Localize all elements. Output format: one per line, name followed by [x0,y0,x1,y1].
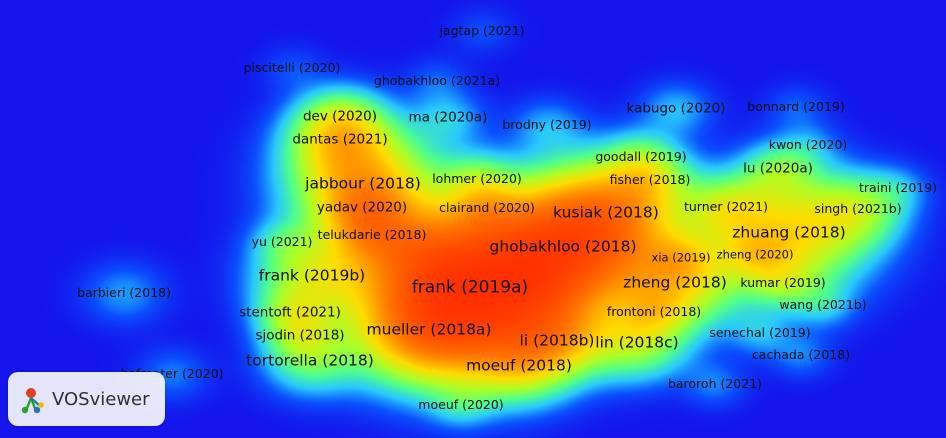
vosviewer-logo-text: VOSviewer [52,388,150,410]
label-ghobakhloo-2018[interactable]: ghobakhloo (2018) [489,237,637,256]
label-yu-2021[interactable]: yu (2021) [251,233,313,249]
label-kusiak-2018[interactable]: kusiak (2018) [553,203,659,222]
label-goodall-2019[interactable]: goodall (2019) [595,148,687,164]
label-moeuf-2020[interactable]: moeuf (2020) [418,396,504,412]
label-frank-2019b[interactable]: frank (2019b) [258,266,366,285]
label-wang-2021b[interactable]: wang (2021b) [779,296,867,312]
label-piscitelli-2020[interactable]: piscitelli (2020) [243,59,341,75]
label-senechal-2019[interactable]: senechal (2019) [709,324,811,340]
label-tortorella-2018[interactable]: tortorella (2018) [246,351,374,370]
label-barbieri-2018[interactable]: barbieri (2018) [77,284,171,300]
label-brodny-2019[interactable]: brodny (2019) [502,116,592,132]
label-clairand-2020[interactable]: clairand (2020) [439,199,535,215]
label-frank-2019a[interactable]: frank (2019a) [411,277,529,298]
label-kwon-2020[interactable]: kwon (2020) [768,136,848,152]
label-fisher-2018[interactable]: fisher (2018) [609,171,691,187]
label-ghobakhloo-2021a[interactable]: ghobakhloo (2021a) [373,72,501,88]
label-singh-2021b[interactable]: singh (2021b) [814,200,902,216]
label-turner-2021[interactable]: turner (2021) [683,198,769,214]
label-kumar-2019[interactable]: kumar (2019) [740,274,826,290]
label-lu-2020a[interactable]: lu (2020a) [743,160,813,177]
label-yadav-2020[interactable]: yadav (2020) [316,199,408,216]
label-kabugo-2020[interactable]: kabugo (2020) [626,100,726,117]
label-lohmer-2020[interactable]: lohmer (2020) [432,170,522,186]
vosviewer-logo: VOSviewer [8,372,165,426]
label-telukdarie-2018[interactable]: telukdarie (2018) [317,226,427,242]
label-xia-2019[interactable]: xia (2019) [651,250,711,265]
label-li-2018b[interactable]: li (2018b) [519,331,595,350]
label-baroroh-2021[interactable]: baroroh (2021) [667,375,763,391]
label-dantas-2021[interactable]: dantas (2021) [292,131,388,148]
label-zheng-2018[interactable]: zheng (2018) [623,273,727,292]
label-zheng-2020[interactable]: zheng (2020) [716,247,794,262]
vosviewer-logo-icon [21,388,44,414]
label-mueller-2018a[interactable]: mueller (2018a) [366,320,492,339]
label-jagtap-2021[interactable]: jagtap (2021) [439,22,525,38]
label-traini-2019[interactable]: traini (2019) [858,179,938,195]
label-sjodin-2018[interactable]: sjodin (2018) [255,327,345,344]
label-ma-2020a[interactable]: ma (2020a) [408,109,488,126]
label-moeuf-2018[interactable]: moeuf (2018) [466,356,572,375]
label-jabbour-2018[interactable]: jabbour (2018) [305,174,421,193]
label-cachada-2018[interactable]: cachada (2018) [751,346,851,362]
label-lin-2018c[interactable]: lin (2018c) [595,333,679,352]
label-zhuang-2018[interactable]: zhuang (2018) [732,223,846,242]
label-bonnard-2019[interactable]: bonnard (2019) [747,98,845,114]
label-frontoni-2018[interactable]: frontoni (2018) [606,303,702,319]
label-dev-2020[interactable]: dev (2020) [302,108,378,125]
label-stentoft-2021[interactable]: stentoft (2021) [239,304,341,321]
